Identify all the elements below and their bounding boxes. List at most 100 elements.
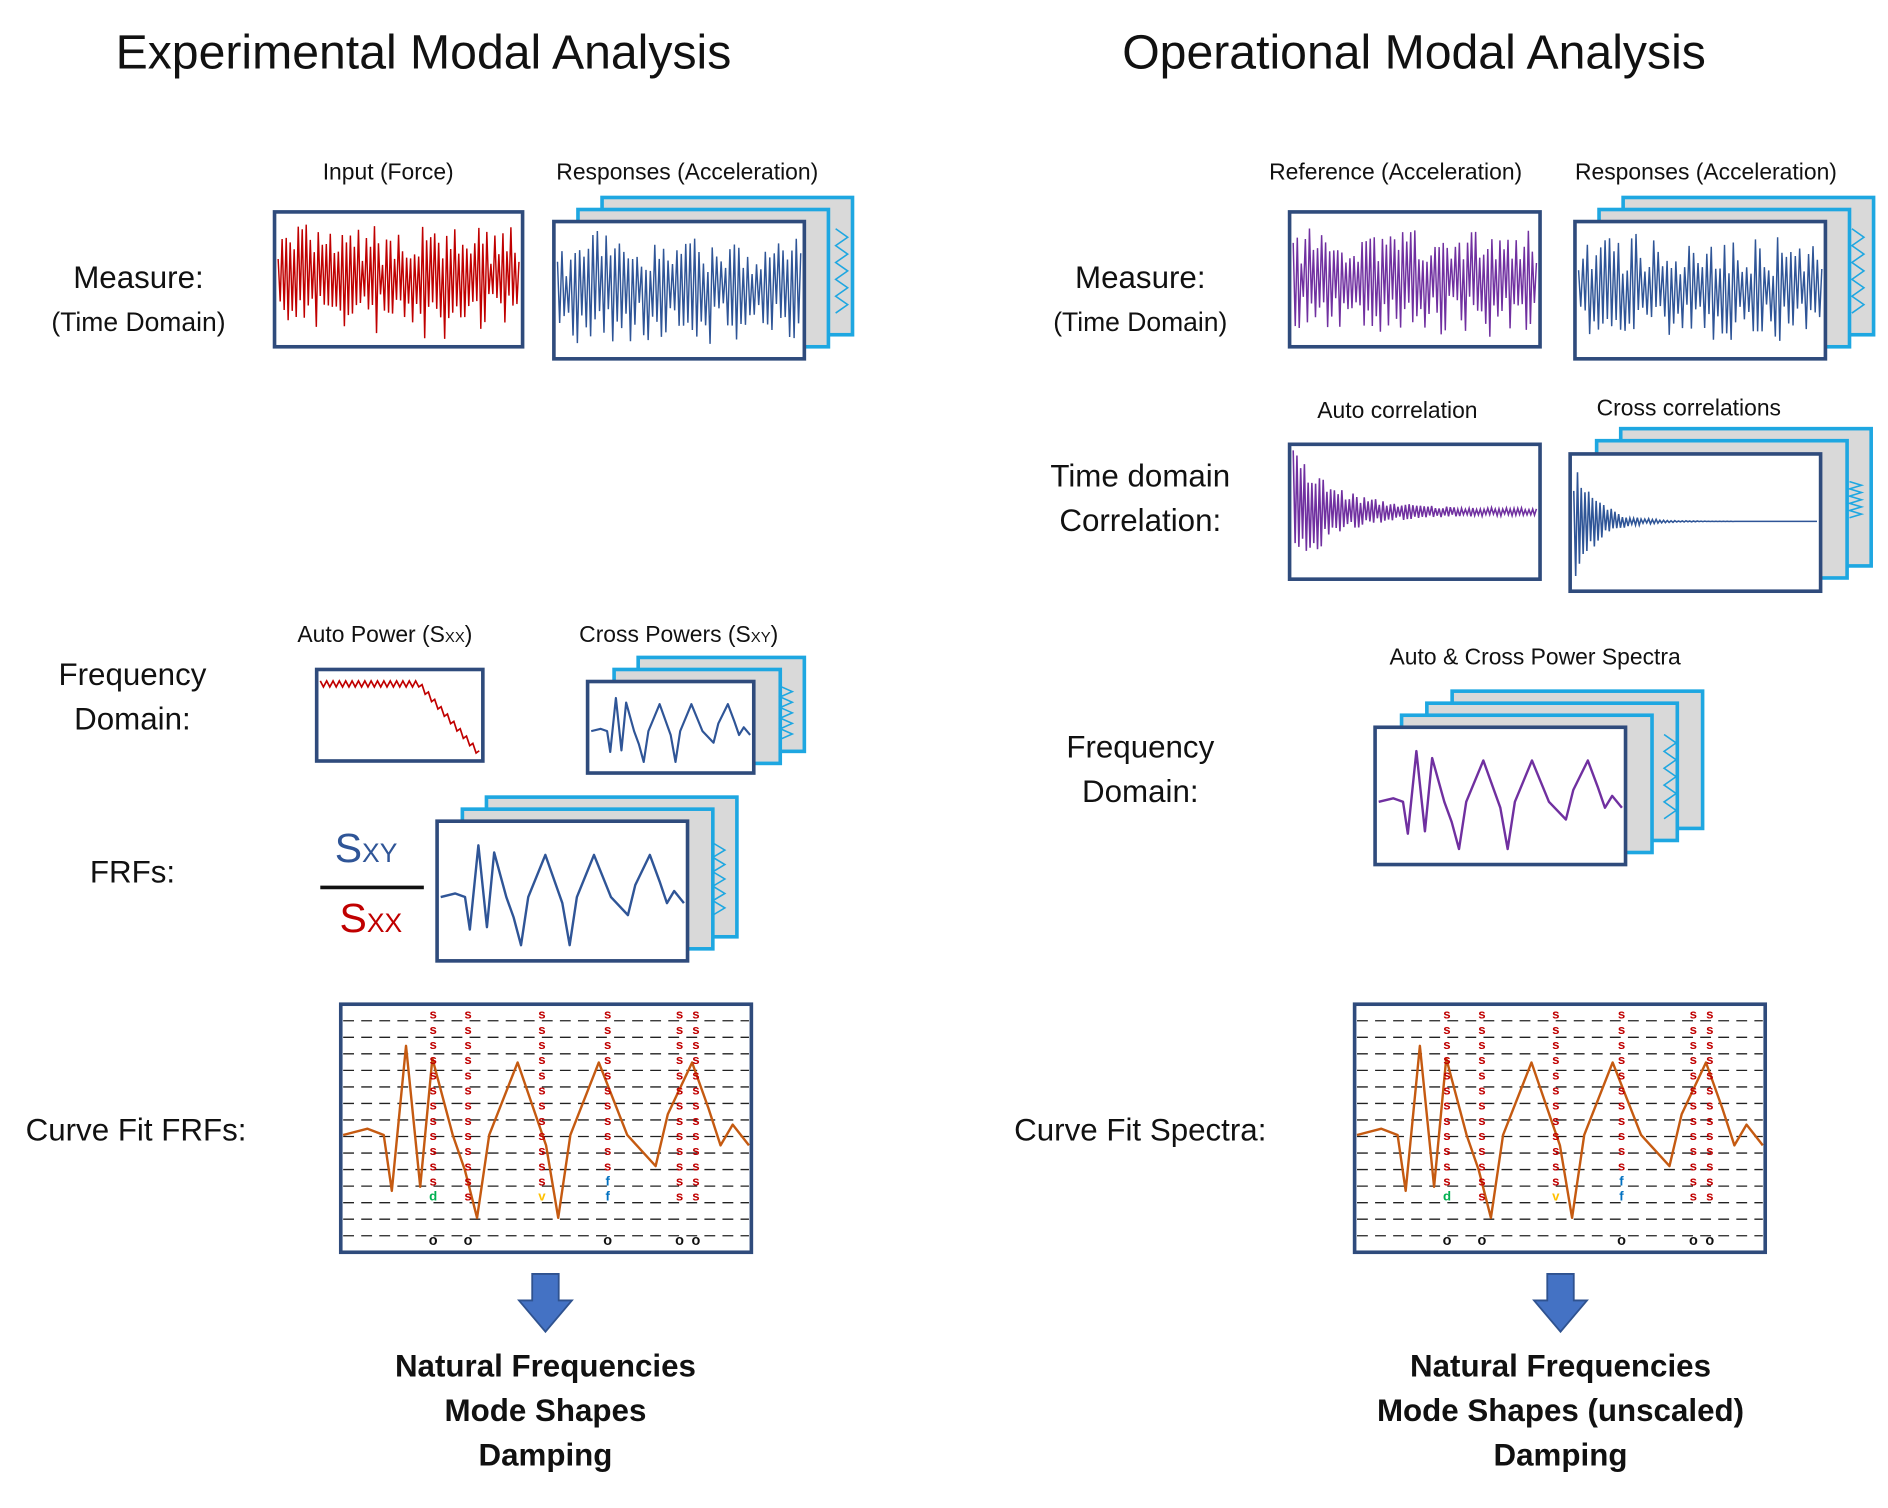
right-stab-marker-s: s: [1552, 1037, 1559, 1052]
right-stab-marker-s: s: [1690, 1158, 1697, 1173]
left-stab-marker-s: s: [429, 1098, 436, 1113]
right-stab-marker-s: s: [1706, 1007, 1713, 1022]
right-stab-marker-s: s: [1552, 1143, 1559, 1158]
left-stab-marker-s: s: [538, 1174, 545, 1189]
right-stab-marker-s: s: [1552, 1174, 1559, 1189]
right-stab-marker-s: s: [1706, 1143, 1713, 1158]
right-stab-marker-s: s: [1706, 1052, 1713, 1067]
right-stab-marker-s: s: [1690, 1113, 1697, 1128]
left-stab-marker-s: s: [538, 1143, 545, 1158]
right-stab-marker-s: s: [1690, 1083, 1697, 1098]
left-stab-marker-s: s: [676, 1189, 683, 1204]
right-stab-marker-s: s: [1552, 1007, 1559, 1022]
left-stab-frame: [338, 1002, 754, 1255]
spectra-caption: Auto & Cross Power Spectra: [1389, 645, 1681, 671]
left-stab-marker-s: s: [604, 1158, 611, 1173]
right-freq-label: Frequency Domain:: [1066, 728, 1215, 810]
auto-power-curve: [319, 679, 480, 755]
left-stab-marker-s: s: [429, 1007, 436, 1022]
cross-powers-front: [585, 679, 756, 775]
right-stab-frame: [1352, 1002, 1768, 1255]
right-results: Natural Frequencies Mode Shapes (unscale…: [1376, 1347, 1745, 1473]
right-stab-marker-s: s: [1618, 1052, 1625, 1067]
left-stab-marker-s: s: [604, 1143, 611, 1158]
left-stab-marker-s: s: [692, 1158, 699, 1173]
right-stab-marker-s: s: [1618, 1037, 1625, 1052]
left-stab-marker-s: s: [429, 1113, 436, 1128]
left-stab-marker-s: s: [429, 1128, 436, 1143]
input-force-signal: [277, 224, 520, 339]
left-stab-marker-s: s: [676, 1143, 683, 1158]
left-stab-marker-o: o: [464, 1233, 473, 1249]
right-stab-marker-s: s: [1618, 1098, 1625, 1113]
right-stab-marker-d: d: [1443, 1189, 1451, 1204]
left-stab-marker-s: s: [692, 1052, 699, 1067]
right-stab-marker-s: s: [1690, 1007, 1697, 1022]
left-stab-marker-s: s: [604, 1007, 611, 1022]
left-results: Natural Frequencies Mode Shapes Damping: [394, 1347, 696, 1473]
cross-corr-signal: [1572, 472, 1817, 577]
right-stab-marker-s: s: [1706, 1098, 1713, 1113]
auto-corr-signal: [1292, 450, 1538, 551]
right-arrow: [1532, 1273, 1589, 1334]
left-stab-marker-s: s: [604, 1113, 611, 1128]
left-stab-marker-s: s: [538, 1098, 545, 1113]
left-stab-marker-s: s: [692, 1174, 699, 1189]
left-stab-fit-curve: [342, 1044, 750, 1220]
left-stab-marker-s: s: [429, 1067, 436, 1082]
right-stab-marker-s: s: [1706, 1067, 1713, 1082]
right-stab-marker-s: s: [1552, 1158, 1559, 1173]
right-stab-marker-s: s: [1706, 1037, 1713, 1052]
right-stab-marker-o: o: [1617, 1233, 1626, 1249]
cross-powers-caption: Cross Powers (SXY): [579, 622, 779, 648]
left-stab-marker-o: o: [692, 1233, 701, 1249]
right-stab-marker-o: o: [1705, 1233, 1714, 1249]
right-stab-marker-s: s: [1443, 1174, 1450, 1189]
left-responses-caption: Responses (Acceleration): [556, 160, 819, 186]
left-stab-marker-s: s: [676, 1128, 683, 1143]
left-stab-marker-s: s: [429, 1158, 436, 1173]
left-stab-marker-s: s: [538, 1083, 545, 1098]
right-stab-marker-s: s: [1690, 1174, 1697, 1189]
left-stab-marker-s: s: [464, 1022, 471, 1037]
right-stab-marker-s: s: [1478, 1007, 1485, 1022]
auto-power-frame: [314, 667, 485, 763]
right-stab-marker-s: s: [1552, 1052, 1559, 1067]
left-stab-marker-s: s: [692, 1022, 699, 1037]
right-stab-marker-s: s: [1478, 1067, 1485, 1082]
ratio-denominator: SXX: [339, 895, 403, 942]
right-stab-marker-s: s: [1706, 1083, 1713, 1098]
left-stab-marker-s: s: [538, 1067, 545, 1082]
left-stab-marker-s: s: [604, 1052, 611, 1067]
right-stab-marker-s: s: [1690, 1189, 1697, 1204]
right-stab-marker-s: s: [1443, 1158, 1450, 1173]
right-stab-marker-s: s: [1690, 1143, 1697, 1158]
right-stab-marker-s: s: [1618, 1007, 1625, 1022]
right-stab-marker-s: s: [1706, 1158, 1713, 1173]
right-stab-marker-s: s: [1690, 1098, 1697, 1113]
left-stab-marker-s: s: [429, 1143, 436, 1158]
right-stab-marker-s: s: [1443, 1113, 1450, 1128]
right-measure-label: Measure: (Time Domain): [1053, 258, 1228, 338]
left-stab-marker-s: s: [604, 1083, 611, 1098]
right-title: Operational Modal Analysis: [1122, 26, 1706, 80]
left-stab-marker-s: s: [692, 1007, 699, 1022]
auto-power-caption: Auto Power (SXX): [297, 622, 473, 648]
left-stab-marker-s: s: [464, 1098, 471, 1113]
spectra-curve: [1378, 749, 1623, 851]
right-stab-marker-s: s: [1552, 1098, 1559, 1113]
right-stab-marker-s: s: [1706, 1128, 1713, 1143]
left-stab-marker-s: s: [464, 1083, 471, 1098]
right-stab-marker-s: s: [1443, 1143, 1450, 1158]
left-stab-marker-s: s: [676, 1098, 683, 1113]
right-stab-marker-s: s: [1706, 1189, 1713, 1204]
cross-powers-edge: [778, 685, 795, 741]
right-stab-marker-s: s: [1690, 1022, 1697, 1037]
cross-corr-front: [1568, 452, 1823, 594]
left-stab-marker-o: o: [603, 1233, 612, 1249]
ratio-numerator: SXY: [334, 826, 398, 872]
left-stab-marker-s: s: [464, 1052, 471, 1067]
right-stab-marker-s: s: [1618, 1083, 1625, 1098]
left-curvefit-label: Curve Fit FRFs:: [25, 1111, 247, 1148]
left-stab-marker-s: s: [538, 1022, 545, 1037]
